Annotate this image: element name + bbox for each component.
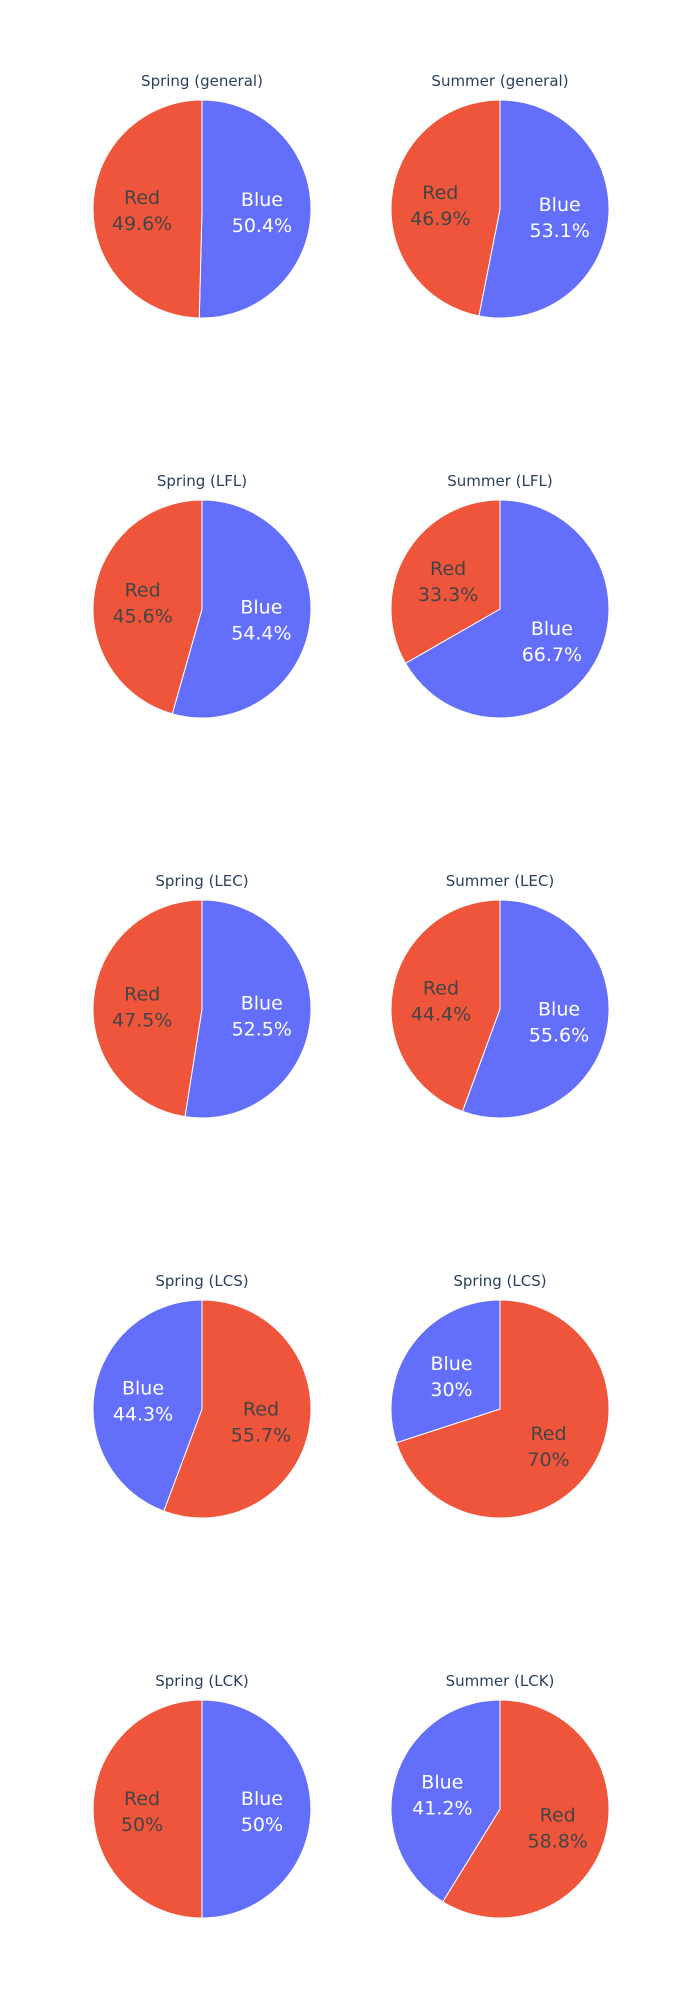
pie-slice-red xyxy=(390,499,501,664)
slice-label: Blue xyxy=(531,618,573,640)
pie-chart-6: Spring (LCS) Red 55.7% Blue 44.3% xyxy=(92,1272,312,1519)
slice-percent-label: 50% xyxy=(241,1814,283,1836)
pie-slice-red xyxy=(92,499,203,715)
pie-title: Spring (LEC) xyxy=(155,872,248,890)
slice-label: Blue xyxy=(421,1772,463,1794)
slice-label: Blue xyxy=(539,194,581,216)
slice-percent-label: 70% xyxy=(527,1449,569,1471)
slice-label: Red xyxy=(243,1399,279,1421)
slice-label: Red xyxy=(422,182,458,204)
slice-percent-label: 30% xyxy=(430,1379,472,1401)
pie-slice-blue xyxy=(171,499,312,719)
slice-label: Red xyxy=(124,983,160,1005)
pie-chart-7: Spring (LCS) Red 70% Blue 30% xyxy=(390,1272,610,1519)
slice-percent-label: 47.5% xyxy=(112,1009,172,1031)
pie-title: Spring (LCS) xyxy=(155,1272,248,1290)
slice-label: Blue xyxy=(430,1353,472,1375)
pie-title: Spring (LCS) xyxy=(453,1272,546,1290)
pie-chart-3: Summer (LFL) Blue 66.7% Red 33.3% xyxy=(390,472,610,719)
slice-label: Red xyxy=(430,558,466,580)
pie-slice-blue xyxy=(390,1299,501,1444)
slice-label: Red xyxy=(124,1788,160,1810)
slice-percent-label: 50.4% xyxy=(232,215,292,237)
pie-slice-red xyxy=(442,1699,610,1919)
slice-percent-label: 44.4% xyxy=(411,1004,471,1026)
slice-percent-label: 55.6% xyxy=(529,1024,589,1046)
slice-percent-label: 41.2% xyxy=(412,1798,472,1820)
slice-percent-label: 44.3% xyxy=(113,1403,173,1425)
pie-slice-blue xyxy=(478,99,610,319)
slice-label: Blue xyxy=(538,998,580,1020)
slice-label: Blue xyxy=(241,1788,283,1810)
slice-percent-label: 49.6% xyxy=(112,213,172,235)
slice-percent-label: 58.8% xyxy=(527,1830,587,1852)
slice-percent-label: 53.1% xyxy=(529,220,589,242)
pie-slice-blue xyxy=(390,1699,501,1903)
slice-percent-label: 33.3% xyxy=(418,584,478,606)
slice-percent-label: 50% xyxy=(121,1814,163,1836)
slice-percent-label: 52.5% xyxy=(232,1019,292,1041)
pie-chart-1: Summer (general) Blue 53.1% Red 46.9% xyxy=(390,72,610,319)
pie-slice-blue xyxy=(92,1299,203,1512)
pie-slice-red xyxy=(390,899,501,1112)
slice-label: Blue xyxy=(241,189,283,211)
slice-label: Red xyxy=(540,1804,576,1826)
pie-slice-blue xyxy=(461,899,610,1119)
pie-title: Summer (LCK) xyxy=(446,1672,555,1690)
pie-chart-8: Spring (LCK) Blue 50% Red 50% xyxy=(92,1672,312,1919)
pie-chart-0: Spring (general) Blue 50.4% Red 49.6% xyxy=(92,72,312,319)
pie-chart-2: Spring (LFL) Blue 54.4% Red 45.6% xyxy=(92,472,312,719)
slice-percent-label: 54.4% xyxy=(231,622,291,644)
slice-percent-label: 55.7% xyxy=(231,1425,291,1447)
pie-slice-red xyxy=(390,99,501,317)
pie-slice-red xyxy=(395,1299,610,1519)
pie-slice-red xyxy=(163,1299,312,1519)
pie-slice-blue xyxy=(404,499,610,719)
slice-label: Red xyxy=(530,1423,566,1445)
pie-slice-blue xyxy=(184,899,312,1119)
slice-label: Red xyxy=(423,978,459,1000)
pie-slice-red xyxy=(92,1699,203,1919)
slice-label: Blue xyxy=(122,1377,164,1399)
pie-slice-blue xyxy=(201,1699,312,1919)
slice-percent-label: 45.6% xyxy=(112,606,172,628)
pie-slice-red xyxy=(92,99,203,319)
slice-label: Blue xyxy=(240,596,282,618)
pie-title: Spring (general) xyxy=(141,72,263,90)
pie-title: Spring (LFL) xyxy=(157,472,247,490)
pie-chart-4: Spring (LEC) Blue 52.5% Red 47.5% xyxy=(92,872,312,1119)
slice-label: Red xyxy=(125,580,161,602)
pie-chart-9: Summer (LCK) Red 58.8% Blue 41.2% xyxy=(390,1672,610,1919)
pie-title: Spring (LCK) xyxy=(155,1672,249,1690)
slice-percent-label: 66.7% xyxy=(522,644,582,666)
slice-label: Red xyxy=(124,187,160,209)
pie-title: Summer (LFL) xyxy=(447,472,552,490)
slice-percent-label: 46.9% xyxy=(410,208,470,230)
pie-chart-5: Summer (LEC) Blue 55.6% Red 44.4% xyxy=(390,872,610,1119)
pie-slice-blue xyxy=(198,99,312,319)
pie-title: Summer (general) xyxy=(431,72,568,90)
pie-slice-red xyxy=(92,899,203,1118)
pie-title: Summer (LEC) xyxy=(446,872,554,890)
slice-label: Blue xyxy=(241,993,283,1015)
